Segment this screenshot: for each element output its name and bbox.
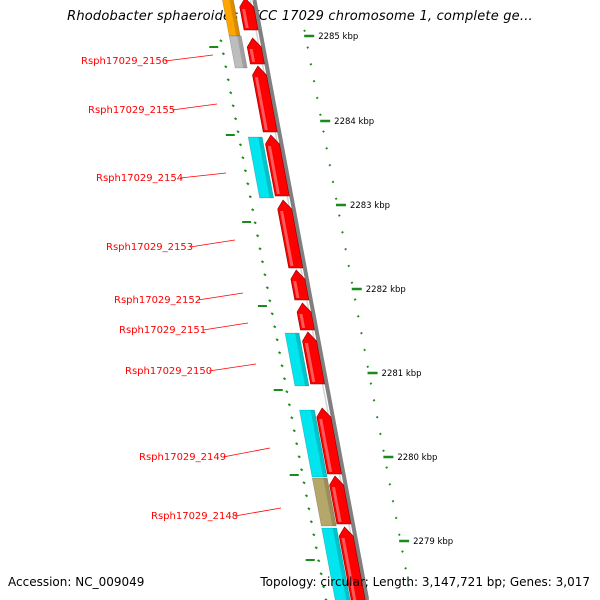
gene-label-rsph17029_2155[interactable]: Rsph17029_2155 [88, 103, 218, 116]
gene-label-text[interactable]: Rsph17029_2154 [96, 173, 183, 184]
leader-line [171, 103, 218, 111]
kbp-label: 2280 kbp [397, 453, 437, 463]
gene-label-rsph17029_2148[interactable]: Rsph17029_2148 [151, 507, 282, 522]
feature-box-2149[interactable] [299, 409, 328, 478]
gene-arrow-top[interactable] [239, 0, 259, 31]
kbp-label: 2283 kbp [350, 201, 390, 211]
kbp-label: 2282 kbp [366, 285, 406, 295]
gene-label-rsph17029_2154[interactable]: Rsph17029_2154 [96, 172, 227, 184]
leader-line [179, 172, 227, 179]
scale-ticks [209, 29, 411, 600]
gene-arrow-2155[interactable] [252, 65, 278, 133]
gene-label-text[interactable]: Rsph17029_2148 [151, 511, 238, 522]
gene-label-rsph17029_2152[interactable]: Rsph17029_2152 [114, 292, 244, 306]
gene-label-rsph17029_2149[interactable]: Rsph17029_2149 [139, 447, 271, 463]
feature-box-top[interactable] [222, 0, 241, 37]
gene-arrow-2151[interactable] [296, 302, 315, 331]
gene-label-text[interactable]: Rsph17029_2152 [114, 295, 201, 306]
kbp-label: 2285 kbp [318, 32, 358, 42]
gene-layer [222, 0, 366, 600]
feature-box-bottom[interactable] [321, 527, 351, 600]
gene-label-text[interactable]: Rsph17029_2150 [125, 366, 212, 377]
genome-stats-text: Topology: circular; Length: 3,147,721 bp… [260, 575, 590, 589]
leader-line [197, 292, 244, 301]
leader-line [202, 322, 249, 331]
kbp-label: 2279 kbp [413, 537, 453, 547]
gene-label-text[interactable]: Rsph17029_2156 [81, 56, 168, 67]
gene-label-text[interactable]: Rsph17029_2155 [88, 105, 175, 116]
gene-arrow-2152[interactable] [290, 269, 310, 301]
gene-label-text[interactable]: Rsph17029_2153 [106, 242, 193, 253]
leader-line [222, 447, 271, 458]
leader-line [164, 54, 214, 62]
gene-label-rsph17029_2156[interactable]: Rsph17029_2156 [81, 54, 214, 67]
gene-label-rsph17029_2150[interactable]: Rsph17029_2150 [125, 363, 257, 377]
kbp-label: 2284 kbp [334, 117, 374, 127]
gene-label-rsph17029_2153[interactable]: Rsph17029_2153 [106, 239, 236, 253]
feature-box-2154[interactable] [247, 136, 275, 199]
feature-box-grey[interactable] [228, 35, 248, 69]
gene-arrow-2154[interactable] [265, 134, 290, 197]
gene-label-rsph17029_2151[interactable]: Rsph17029_2151 [119, 322, 249, 336]
feature-box-2148[interactable] [311, 477, 337, 527]
leader-line [189, 239, 236, 248]
gene-arrow-bottom[interactable] [338, 526, 366, 600]
kbp-label: 2281 kbp [382, 369, 422, 379]
feature-box-2150[interactable] [284, 332, 310, 387]
gene-arrow-2153[interactable] [277, 199, 304, 269]
gene-arrow-2149[interactable] [316, 407, 342, 475]
backbone-line [252, 0, 370, 600]
map-title: Rhodobacter sphaeroides ATCC 17029 chrom… [67, 9, 533, 24]
leader-line [208, 363, 257, 372]
label-layer: 2285 kbp 2284 kbp 2283 kbp 2282 kbp 2281 kbp… [81, 32, 453, 547]
gene-arrow-2148[interactable] [329, 475, 352, 525]
accession-text: Accession: NC_009049 [8, 575, 145, 589]
gene-arrow-2150[interactable] [302, 331, 325, 385]
leader-line [234, 507, 282, 517]
gene-label-text[interactable]: Rsph17029_2151 [119, 325, 206, 336]
gene-label-text[interactable]: Rsph17029_2149 [139, 452, 226, 463]
gene-arrow-2156[interactable] [246, 37, 265, 65]
